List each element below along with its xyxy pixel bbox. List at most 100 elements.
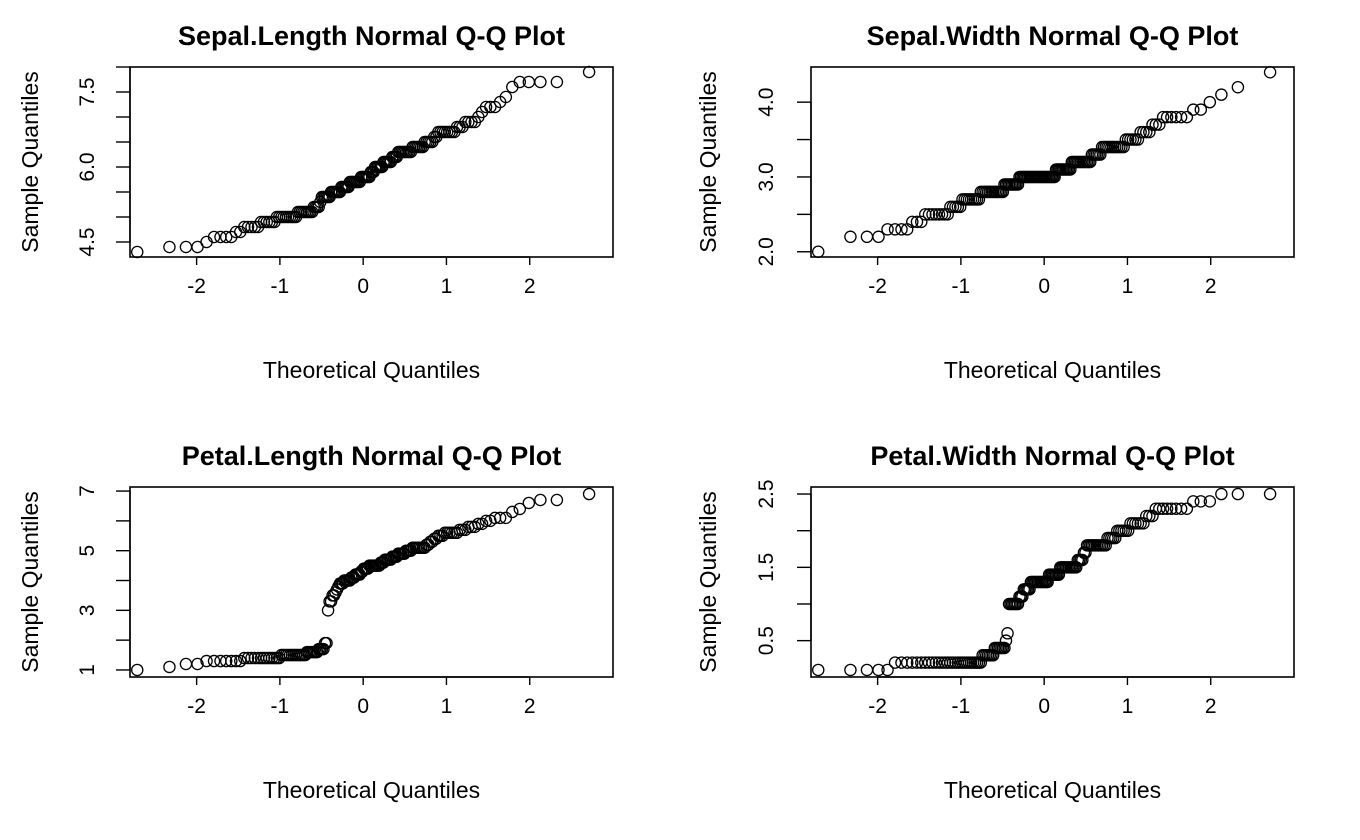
qq-point [926, 656, 939, 669]
qq-point [915, 215, 928, 229]
qq-point [1203, 495, 1217, 508]
data-points [130, 65, 596, 259]
qq-point [522, 496, 536, 510]
qq-point [506, 505, 519, 519]
qq-point [1180, 502, 1194, 515]
y-tick-label: 4.0 [755, 88, 778, 117]
x-tick-label: -1 [271, 695, 290, 718]
qq-point [1143, 125, 1156, 139]
qq-point [1231, 80, 1245, 94]
y-tick-label: 2.0 [755, 237, 778, 266]
qq-point [430, 532, 443, 546]
y-axis-label: Sample Quantiles [17, 71, 43, 253]
qq-point [1180, 110, 1194, 124]
qq-point [1160, 502, 1174, 515]
qq-point [929, 208, 943, 221]
x-tick-label: -2 [187, 275, 206, 298]
qq-point [1203, 95, 1217, 109]
qq-point [257, 215, 271, 229]
qq-point [872, 230, 885, 244]
qq-point [1165, 110, 1178, 124]
qq-point [881, 663, 894, 677]
qq-point [1156, 502, 1170, 515]
qq-point [900, 656, 914, 669]
qq-point [929, 656, 943, 669]
qq-point [1160, 110, 1174, 124]
qq-point [582, 487, 596, 501]
x-tick-label: 0 [1038, 695, 1050, 718]
qq-point [1140, 125, 1153, 139]
qq-point [1070, 561, 1083, 574]
qq-point [475, 517, 489, 531]
qq-point [207, 230, 221, 244]
x-tick-label: 2 [1205, 275, 1217, 298]
panel-title: Sepal.Width Normal Q-Q Plot [867, 21, 1239, 51]
qq-point [534, 493, 547, 507]
qq-point [1215, 487, 1228, 501]
qq-point [245, 220, 258, 234]
qq-point [906, 656, 919, 669]
y-tick-label: 2.5 [755, 479, 778, 508]
x-tick-label: 2 [524, 275, 536, 298]
x-tick-label: 0 [357, 695, 369, 718]
qq-panel-petal-width: Petal.Width Normal Q-Q Plot -2 -1 0 1 2 Theore… [695, 441, 1295, 803]
qq-point [1174, 110, 1188, 124]
qq-point [241, 220, 255, 234]
qq-point [1137, 125, 1150, 139]
qq-point [1263, 487, 1277, 501]
qq-point [1187, 103, 1200, 116]
qq-point [484, 100, 497, 114]
qq-point [130, 663, 144, 677]
qq-point [317, 642, 330, 656]
x-tick-label: 0 [357, 275, 369, 298]
qq-point [1165, 502, 1178, 515]
y-axis-label: Sample Quantiles [695, 491, 721, 673]
qq-point [459, 523, 472, 537]
qq-point [895, 223, 908, 236]
qq-point [207, 654, 221, 668]
x-axis-label: Theoretical Quantiles [263, 777, 480, 803]
qq-point [257, 651, 271, 665]
qq-point [953, 200, 967, 214]
qq-point [1187, 495, 1200, 508]
qq-point [219, 230, 233, 244]
qq-point [811, 245, 825, 259]
qq-point [1146, 118, 1159, 131]
y-tick-label: 1.5 [755, 553, 778, 582]
qq-point [844, 230, 857, 244]
panel-title: Sepal.Length Normal Q-Q Plot [178, 21, 565, 51]
y-tick-label: 3.0 [755, 162, 778, 191]
qq-point [938, 656, 952, 669]
qq-point [910, 215, 924, 229]
qq-point [462, 115, 475, 129]
qq-point [844, 663, 857, 677]
x-tick-label: -1 [271, 275, 290, 298]
qq-point [1215, 88, 1228, 101]
x-tick-label: -2 [868, 695, 887, 718]
qq-point [479, 514, 493, 528]
y-tick-label: 6.0 [76, 152, 99, 181]
qq-point [1153, 502, 1166, 515]
x-tick-label: -2 [187, 695, 206, 718]
qq-point [1174, 502, 1188, 515]
qq-point [888, 223, 902, 236]
panel-title: Petal.Length Normal Q-Q Plot [182, 441, 562, 471]
qq-point [1109, 531, 1122, 545]
qq-point [534, 75, 547, 89]
y-tick-label: 0.5 [755, 626, 778, 655]
qq-point [1076, 553, 1089, 567]
qq-panel-sepal-length: Sepal.Length Normal Q-Q Plot -2 -1 0 1 2 Theor… [17, 21, 614, 383]
qq-point [468, 520, 482, 534]
qq-point [1146, 509, 1159, 523]
x-tick-label: 2 [524, 695, 536, 718]
x-tick-label: -1 [952, 695, 971, 718]
qq-point [910, 656, 924, 669]
qq-point [550, 493, 564, 507]
qq-point [459, 115, 472, 129]
qq-point [1149, 118, 1163, 131]
x-tick-label: 2 [1205, 695, 1217, 718]
qq-point [926, 208, 939, 221]
qq-panel-sepal-width: Sepal.Width Normal Q-Q Plot -2 -1 0 1 2 Theore… [695, 21, 1295, 383]
qq-point [163, 660, 176, 674]
qq-point [872, 663, 885, 677]
